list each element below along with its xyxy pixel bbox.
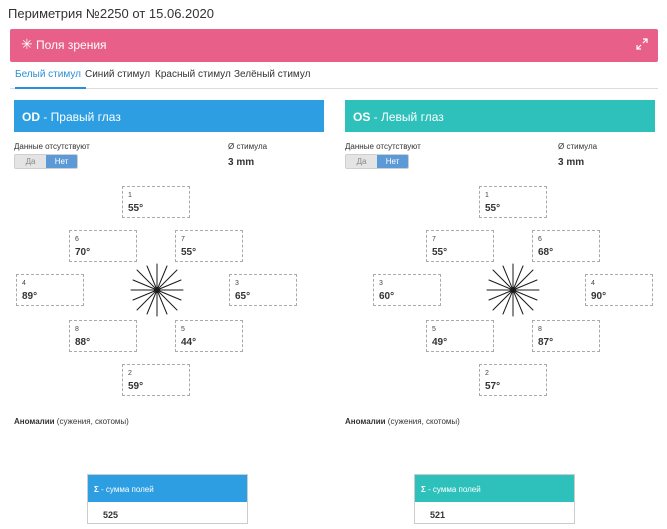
os-sum-label: - сумма полей (425, 485, 481, 494)
od-anomaly-bold: Аномалии (14, 417, 55, 426)
os-no-data-label: Данные отсутствуют (345, 142, 421, 151)
od-no-data-toggle[interactable]: Да Нет (14, 154, 78, 169)
os-sum-box: Σ - сумма полей 521 (414, 474, 575, 524)
os-field-degrees: 49° (432, 337, 448, 348)
od-field-degrees: 88° (75, 337, 91, 348)
od-field-number: 4 (22, 280, 26, 287)
os-anomaly-rest: (сужения, скотомы) (385, 417, 460, 426)
od-field-degrees: 55° (128, 203, 144, 214)
os-sum-header: Σ - сумма полей (415, 475, 574, 502)
os-stimulus-value: 3 mm (558, 157, 585, 168)
os-field-box: 5 49° (426, 320, 494, 352)
od-field-box: 7 55° (175, 230, 243, 262)
os-field-number: 4 (591, 280, 595, 287)
od-field-degrees: 89° (22, 291, 38, 302)
os-toggle-no[interactable]: Нет (377, 155, 408, 168)
tab-green-stimulus[interactable]: Зелёный стимул (234, 69, 311, 80)
tab-white-stimulus[interactable]: Белый стимул (15, 69, 81, 80)
tab-red-stimulus[interactable]: Красный стимул (155, 69, 231, 80)
os-field-number: 2 (485, 370, 489, 377)
od-sum-box: Σ - сумма полей 525 (87, 474, 248, 524)
od-name: - Правый глаз (40, 110, 121, 124)
os-field-number: 1 (485, 192, 489, 199)
os-field-number: 8 (538, 326, 542, 333)
stimulus-tabs: Белый стимул Синий стимул Красный стимул… (10, 63, 658, 89)
os-field-number: 7 (432, 236, 436, 243)
od-no-data-label: Данные отсутствуют (14, 142, 90, 151)
os-anomaly-label: Аномалии (сужения, скотомы) (345, 417, 460, 426)
od-sum-header: Σ - сумма полей (88, 475, 247, 502)
od-field-box: 3 65° (229, 274, 297, 306)
os-fixation-star-icon (486, 263, 540, 317)
os-field-box: 3 60° (373, 274, 441, 306)
od-toggle-no[interactable]: Нет (46, 155, 77, 168)
os-field-box: 8 87° (532, 320, 600, 352)
od-field-degrees: 44° (181, 337, 197, 348)
os-stimulus-label: Ø стимула (558, 142, 598, 151)
od-field-box: 1 55° (122, 186, 190, 218)
od-field-degrees: 59° (128, 381, 144, 392)
panel-title: Поля зрения (36, 38, 107, 52)
os-field-box: 1 55° (479, 186, 547, 218)
os-sum-sigma: Σ (421, 485, 426, 494)
od-field-number: 7 (181, 236, 185, 243)
od-eye-header: OD - Правый глаз (14, 100, 324, 132)
os-field-degrees: 60° (379, 291, 395, 302)
active-tab-indicator (15, 87, 86, 89)
os-name: - Левый глаз (370, 110, 444, 124)
os-field-number: 6 (538, 236, 542, 243)
od-anomaly-rest: (сужения, скотомы) (54, 417, 129, 426)
od-field-degrees: 65° (235, 291, 251, 302)
os-eye-header: OS - Левый глаз (345, 100, 655, 132)
os-anomaly-bold: Аномалии (345, 417, 386, 426)
od-toggle-yes[interactable]: Да (15, 155, 46, 168)
od-field-number: 1 (128, 192, 132, 199)
od-code: OD (22, 110, 40, 124)
asterisk-icon: ✳ (21, 36, 33, 52)
od-field-number: 6 (75, 236, 79, 243)
os-code: OS (353, 110, 371, 124)
os-field-degrees: 55° (485, 203, 501, 214)
page-title: Периметрия №2250 от 15.06.2020 (8, 6, 214, 21)
od-field-number: 8 (75, 326, 79, 333)
os-field-number: 5 (432, 326, 436, 333)
os-field-degrees: 90° (591, 291, 607, 302)
os-field-box: 7 55° (426, 230, 494, 262)
os-field-degrees: 87° (538, 337, 554, 348)
expand-icon[interactable] (636, 38, 648, 50)
od-field-box: 6 70° (69, 230, 137, 262)
od-stimulus-value: 3 mm (228, 157, 255, 168)
od-field-degrees: 55° (181, 247, 197, 258)
os-sum-value: 521 (430, 510, 446, 520)
os-field-degrees: 57° (485, 381, 501, 392)
od-sum-sigma: Σ (94, 485, 99, 494)
od-field-box: 8 88° (69, 320, 137, 352)
od-field-box: 5 44° (175, 320, 243, 352)
od-sum-label: - сумма полей (98, 485, 154, 494)
od-field-number: 5 (181, 326, 185, 333)
os-field-box: 2 57° (479, 364, 547, 396)
visual-fields-panel-header: ✳ Поля зрения (10, 29, 658, 62)
od-fixation-star-icon (130, 263, 184, 317)
os-field-number: 3 (379, 280, 383, 287)
os-toggle-yes[interactable]: Да (346, 155, 377, 168)
od-field-degrees: 70° (75, 247, 91, 258)
os-field-box: 4 90° (585, 274, 653, 306)
od-field-number: 3 (235, 280, 239, 287)
od-stimulus-label: Ø стимула (228, 142, 268, 151)
tab-blue-stimulus[interactable]: Синий стимул (85, 69, 151, 80)
od-field-box: 4 89° (16, 274, 84, 306)
od-field-box: 2 59° (122, 364, 190, 396)
os-field-box: 6 68° (532, 230, 600, 262)
od-field-number: 2 (128, 370, 132, 377)
od-anomaly-label: Аномалии (сужения, скотомы) (14, 417, 129, 426)
os-field-degrees: 55° (432, 247, 448, 258)
os-field-degrees: 68° (538, 247, 554, 258)
od-sum-value: 525 (103, 510, 119, 520)
os-no-data-toggle[interactable]: Да Нет (345, 154, 409, 169)
